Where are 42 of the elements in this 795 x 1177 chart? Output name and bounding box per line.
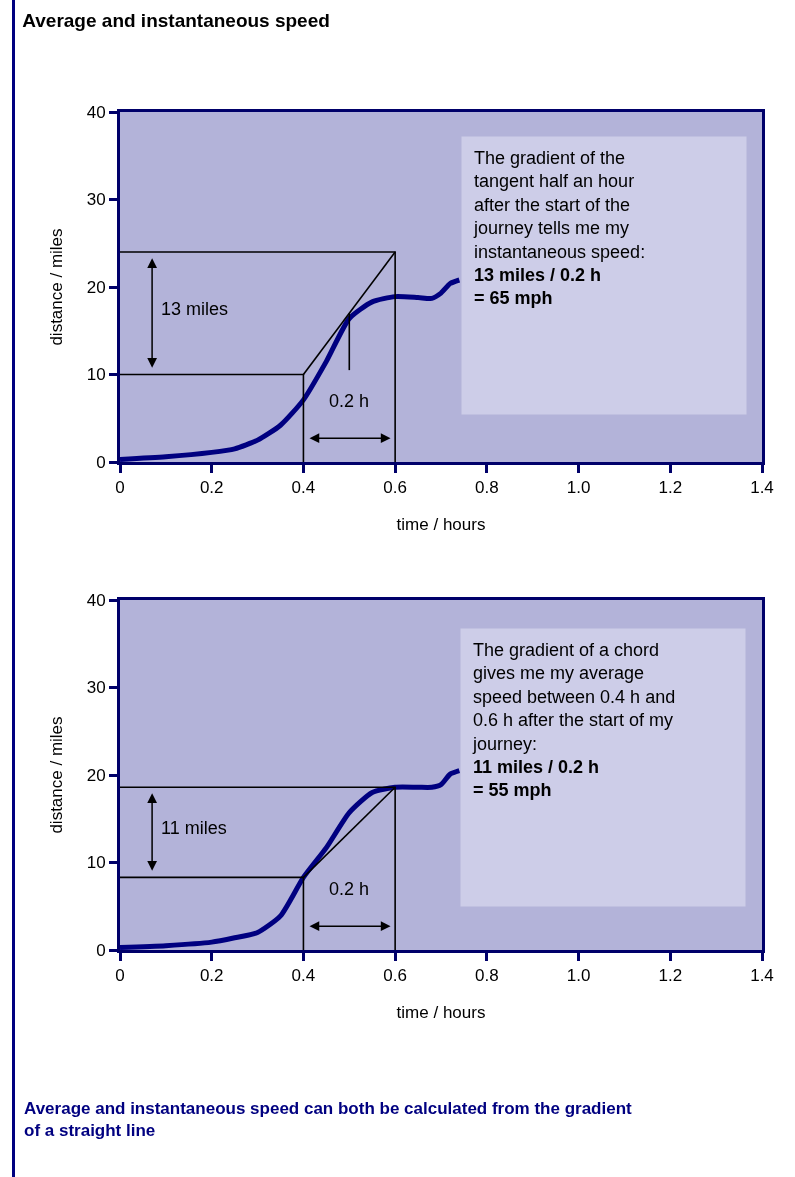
annotation: 11 miles <box>161 818 227 838</box>
x-tick-label: 0 <box>115 966 125 986</box>
x-tick-label: 1.2 <box>658 966 683 986</box>
x-axis-title: time / hours <box>396 1002 486 1022</box>
x-tick-label: 0.6 <box>383 966 407 986</box>
y-tick-label: 20 <box>86 765 106 785</box>
y-axis-title: distance / miles <box>47 228 67 346</box>
annotation: 11 miles / 0.2 h = 55 mph <box>473 757 600 801</box>
chart-title: Average and instantaneous speed <box>22 10 330 32</box>
y-tick-label: 40 <box>86 590 106 610</box>
x-tick-label: 0.8 <box>475 478 499 498</box>
x-tick-label: 1.2 <box>658 478 683 498</box>
x-tick-label: 0 <box>115 478 125 498</box>
x-tick-label: 1.4 <box>750 966 774 986</box>
y-tick-label: 20 <box>86 277 106 297</box>
y-axis-title: distance / miles <box>47 716 67 834</box>
annotation: 0.2 h <box>329 391 370 411</box>
y-tick-label: 30 <box>86 190 106 210</box>
note-box: The gradient of the tangent half an hour after the start of the journey tells me my instantaneous speed: 13 miles / 0.2 h = 65 mph <box>461 136 747 415</box>
x-tick-label: 1.0 <box>566 478 591 498</box>
x-tick-label: 0.2 <box>199 966 224 986</box>
x-tick-label: 0.2 <box>199 478 224 498</box>
y-tick-label: 0 <box>96 940 106 960</box>
x-tick-label: 0.6 <box>383 478 407 498</box>
x-tick-label: 0.8 <box>475 966 499 986</box>
annotation: 13 miles / 0.2 h = 65 mph <box>474 265 602 309</box>
y-tick-label: 30 <box>86 678 106 698</box>
annotation: The gradient of the tangent half an hour after the start of the journey tells me my instantaneous speed: <box>473 148 646 262</box>
annotation: 13 miles <box>161 299 229 319</box>
x-tick-label: 1.0 <box>566 966 591 986</box>
annotation: 0.2 h <box>329 879 370 899</box>
y-tick-label: 0 <box>96 452 106 472</box>
x-tick-label: 0.4 <box>291 478 316 498</box>
text: Average and instantaneous speed can both be calculated from the gradient of a straight line <box>24 1099 633 1141</box>
x-axis-title: time / hours <box>396 514 486 534</box>
y-tick-label: 10 <box>86 365 106 385</box>
annotation: The gradient of a chord gives me my average speed between 0.4 h and 0.6 h after the start of my journey: <box>472 640 676 754</box>
x-tick-label: 0.4 <box>291 966 316 986</box>
note-box: The gradient of a chord gives me my average speed between 0.4 h and 0.6 h after the start of my journey: 11 miles / 0.2 h = 55 mph <box>460 628 746 907</box>
x-tick-label: 1.4 <box>750 478 774 498</box>
y-tick-label: 40 <box>86 102 106 122</box>
y-tick-label: 10 <box>86 853 106 873</box>
